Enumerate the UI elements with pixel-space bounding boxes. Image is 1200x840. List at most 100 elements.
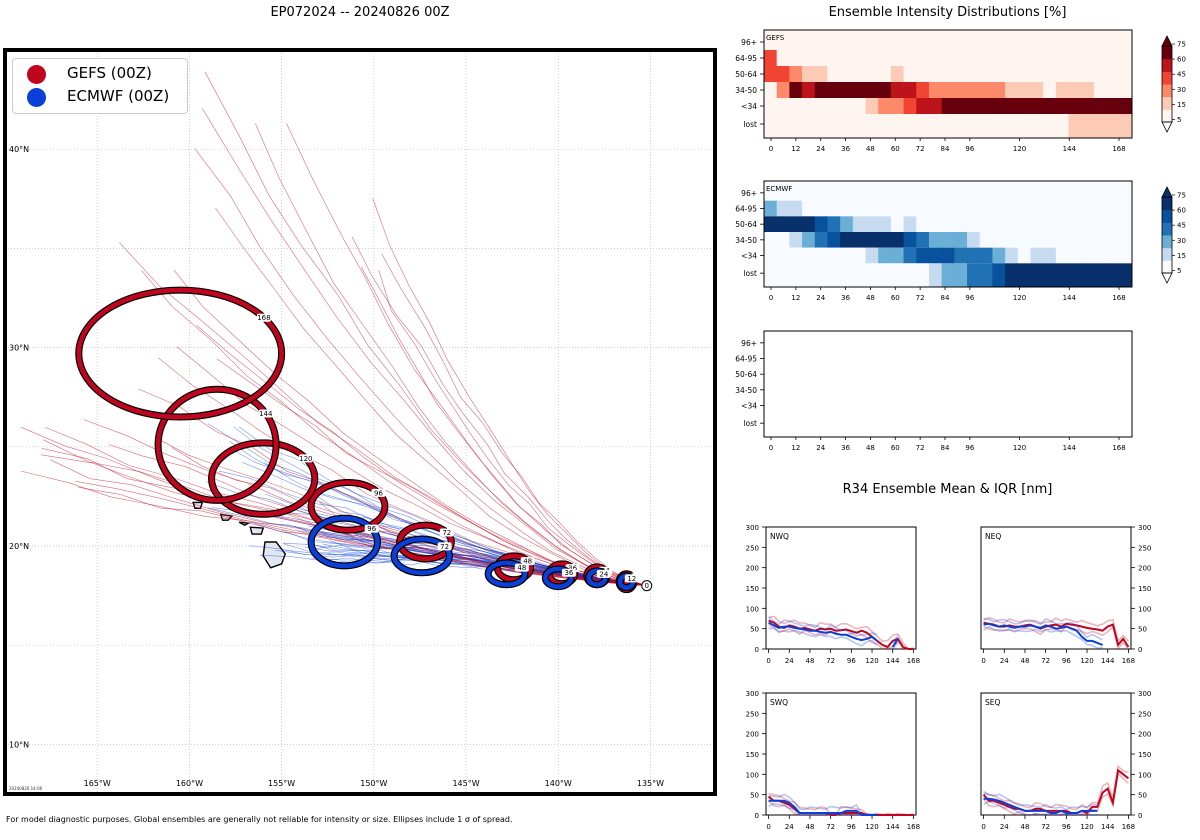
heatmap-cell [802, 232, 816, 248]
heatmap-cell [814, 98, 828, 114]
colorbar-swatch [1162, 247, 1172, 261]
heatmap-cell [852, 50, 867, 66]
heatmap-cell [1055, 200, 1070, 217]
heatmap-cell [1093, 232, 1108, 248]
gefs-ellipse-ring [155, 386, 279, 503]
intensity-category-label: 64-95 [735, 355, 757, 364]
heatmap-cell [827, 82, 841, 98]
heatmap-cell [1106, 30, 1120, 50]
heatmap-cell [928, 114, 943, 138]
heatmap-cell [979, 50, 993, 66]
map-title: EP072024 -- 20240826 00Z [270, 5, 450, 20]
colorbar-gefs: 75 60 45 30 15 5 [1161, 35, 1186, 133]
map-legend: GEFS (00Z) ECMWF (00Z) [12, 58, 188, 114]
heatmap-cell [954, 232, 968, 248]
r34-iqr-line-ecmwf [768, 802, 878, 816]
gefs-ellipse-label-bg [371, 488, 386, 497]
r34-ytick-label: 150 [1138, 585, 1151, 593]
heatmap-cell [992, 200, 1006, 217]
heatmap-cell [1093, 200, 1108, 217]
heatmap-cell [878, 181, 892, 201]
heatmap-cell [1043, 114, 1057, 138]
heatmap-cell [802, 82, 816, 98]
heatmap-cell [954, 181, 968, 201]
heatmap-cell [1068, 200, 1082, 217]
heatmap-cell [1030, 263, 1044, 287]
heatmap-cell [840, 181, 854, 201]
heatmap-cell [1081, 200, 1095, 217]
intensity-category-label: lost [743, 419, 757, 428]
heatmap-cell [1068, 247, 1082, 264]
heatmap-cell [954, 216, 968, 232]
ensemble-track [286, 123, 647, 586]
r34-ytick-label: 150 [1138, 751, 1151, 759]
heatmap-cell [840, 114, 854, 138]
heatmap-cell [992, 181, 1006, 201]
heatmap-cell [1119, 114, 1133, 138]
intensity-hour-label: 48 [866, 294, 875, 302]
heatmap-cell [865, 200, 879, 217]
heatmap-cell [916, 216, 930, 232]
heatmap-cell [764, 232, 778, 248]
ecmwf-ellipse-label-bg [624, 574, 639, 583]
r34-xtick-label: 48 [1021, 823, 1030, 831]
intensity-hour-label: 72 [916, 294, 925, 302]
heatmap-cell [865, 114, 879, 138]
heatmap-cell [814, 263, 828, 287]
colorbar-min-arrow [1161, 121, 1173, 133]
r34-ytick-label: 200 [746, 565, 759, 573]
r34-ytick-label: 250 [746, 544, 759, 552]
heatmap-cell [1106, 114, 1120, 138]
heatmap-cell [878, 114, 892, 138]
heatmap-cell [928, 247, 943, 264]
heatmap-cell [852, 30, 867, 50]
heatmap-cell [1030, 247, 1044, 264]
r34-iqr-line-ecmwf [768, 627, 899, 650]
r34-mean-line-gefs [768, 619, 914, 650]
heatmap-cell [827, 232, 841, 248]
heatmap-cell [827, 114, 841, 138]
intensity-hour-label: 36 [841, 294, 850, 302]
heatmap-cell [814, 114, 828, 138]
heatmap-cell [967, 98, 981, 114]
heatmap-cell [967, 50, 981, 66]
heatmap-cell [878, 50, 892, 66]
heatmap-cell [1055, 181, 1070, 201]
r34-xtick-label: 120 [1080, 657, 1093, 665]
heatmap-cell [1068, 114, 1082, 138]
heatmap-cell [776, 232, 790, 248]
heatmap-cell [764, 263, 778, 287]
r34-ytick-label: 100 [746, 605, 759, 613]
heatmap-cell [802, 114, 816, 138]
heatmap-cell [967, 200, 981, 217]
heatmap-cell [1055, 30, 1070, 50]
r34-xtick-label: 72 [1041, 657, 1050, 665]
ecmwf-ellipse-label: 12 [627, 575, 636, 583]
r34-ytick-label: 50 [1138, 792, 1147, 800]
heatmap-cell [802, 247, 816, 264]
r34-xtick-label: 0 [766, 823, 770, 831]
intensity-hour-label: 0 [769, 444, 773, 452]
heatmap-cell [1005, 200, 1019, 217]
heatmap-cell [992, 216, 1006, 232]
heatmap-cell [1030, 82, 1044, 98]
r34-xtick-label: 96 [1062, 657, 1071, 665]
heatmap-cell [852, 263, 867, 287]
r34-xtick-label: 144 [1101, 823, 1115, 831]
colorbar-tick-label: 15 [1177, 101, 1186, 109]
heatmap-cell [1005, 50, 1019, 66]
intensity-hour-label: 84 [941, 294, 950, 302]
heatmap-cell [1119, 232, 1133, 248]
heatmap-cell [1017, 66, 1031, 82]
r34-xtick-label: 96 [1062, 823, 1071, 831]
heatmap-cell [928, 181, 943, 201]
heatmap-cell [878, 66, 892, 82]
heatmap-cell [890, 30, 905, 50]
r34-iqr-line-gefs [983, 764, 1129, 811]
lon-tick-label: 140°W [545, 779, 572, 788]
heatmap-cell [1005, 216, 1019, 232]
r34-iqr-line-gefs [768, 615, 914, 650]
intensity-panel-empty: 96+ 64-95 50-64 34-50 <34 lost 0 12 24 36 48 60 72 84… [735, 330, 1133, 452]
intensity-category-label: lost [743, 269, 757, 278]
heatmap-cell [1043, 30, 1057, 50]
